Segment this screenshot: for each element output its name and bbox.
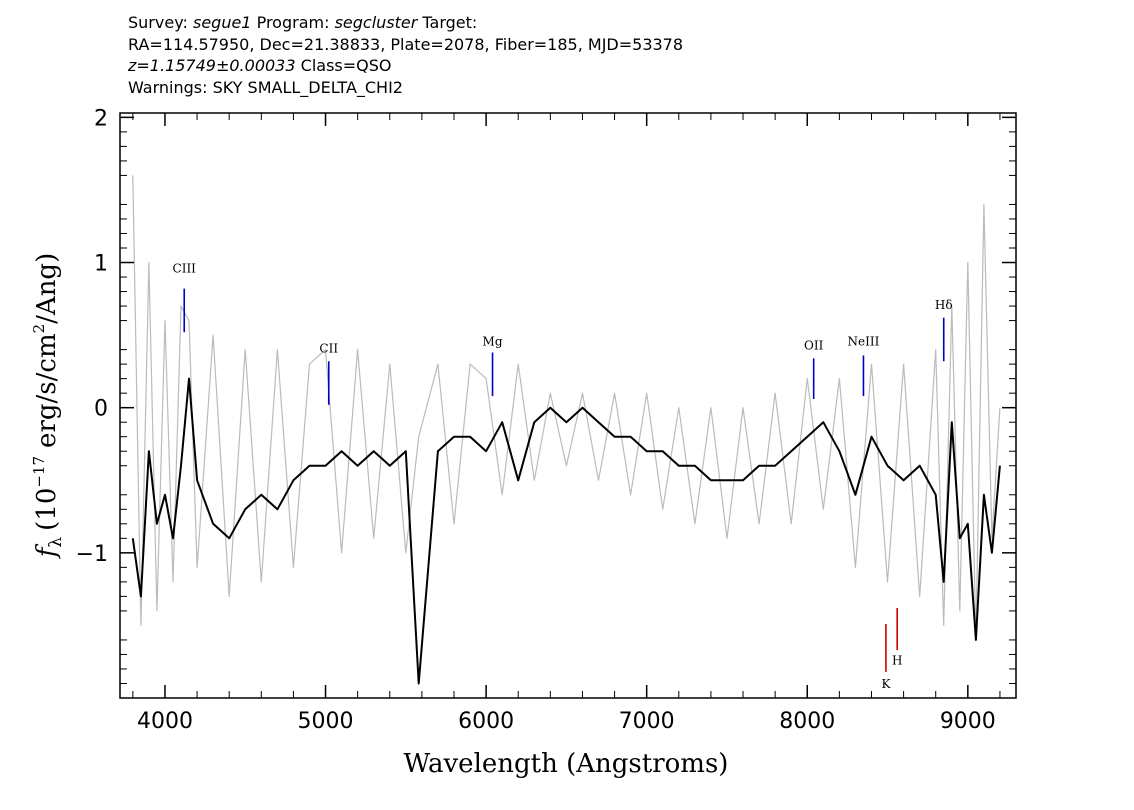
x-tick-label: 9000 <box>940 709 996 734</box>
x-tick-label: 8000 <box>779 709 835 734</box>
class-value: Class=QSO <box>300 56 392 75</box>
header-line-4: Warnings: SKY SMALL_DELTA_CHI2 <box>128 77 403 97</box>
x-axis-title: Wavelength (Angstroms) <box>404 749 729 779</box>
y-axis-title: fλ(10−17erg/s/cm2/Ang) <box>30 253 66 559</box>
plot-frame <box>119 112 1017 699</box>
line-marker-label-6: K <box>881 677 891 691</box>
line-marker-label-5: Hδ <box>935 298 953 312</box>
y-tick-label: 0 <box>94 397 108 422</box>
tick-layer: 4000 5000 6000 7000 8000 9000 −1 0 1 2 <box>76 106 1016 734</box>
header-line-3: z=1.15749±0.00033 Class=QSO <box>128 55 683 77</box>
redshift-value: z=1.15749±0.00033 <box>128 56 296 75</box>
x-tick-label: 7000 <box>619 709 675 734</box>
x-tick-label: 5000 <box>298 709 354 734</box>
x-tick-label: 6000 <box>458 709 514 734</box>
y-tick-label: 2 <box>94 106 108 131</box>
line-marker-label-7: H <box>892 654 902 668</box>
y-tick-label: −1 <box>76 542 108 567</box>
line-marker-label-2: Mg <box>483 334 503 348</box>
line-marker-label-4: NeIII <box>848 334 880 348</box>
survey-label: Survey: <box>128 13 188 32</box>
spectrum-header: Survey: segue1 Program: segcluster Targe… <box>128 12 683 98</box>
line-marker-label-3: OII <box>804 339 824 353</box>
x-tick-label: 4000 <box>137 709 193 734</box>
series-layer <box>131 175 1001 685</box>
program-label: Program: <box>256 13 330 32</box>
target-label: Target: <box>422 13 478 32</box>
line-marker-layer: CIII CII Mg OII NeIII Hδ KH <box>173 262 953 691</box>
flux-series-line <box>131 377 1001 685</box>
noise-series-line <box>132 175 1001 641</box>
line-marker-label-1: CII <box>319 342 338 356</box>
header-line-1: Survey: segue1 Program: segcluster Targe… <box>128 12 683 34</box>
y-tick-label: 1 <box>94 252 108 277</box>
line-marker-label-0: CIII <box>173 262 197 276</box>
header-line-2: RA=114.57950, Dec=21.38833, Plate=2078, … <box>128 34 684 54</box>
survey-value: segue1 <box>192 13 252 32</box>
program-value: segcluster <box>334 13 418 32</box>
